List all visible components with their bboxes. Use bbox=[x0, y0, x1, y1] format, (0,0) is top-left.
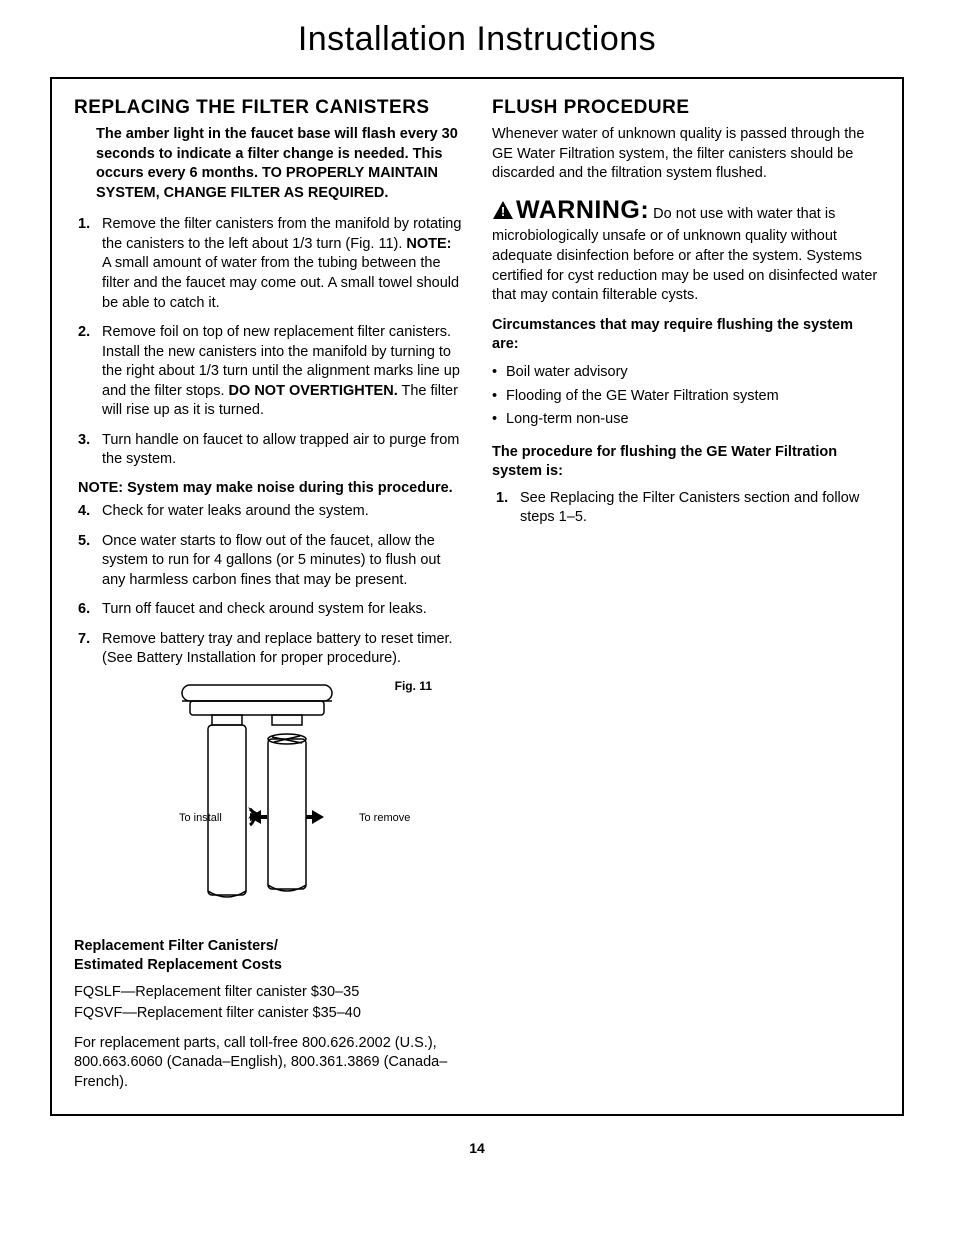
procedure-heading: The procedure for flushing the GE Water … bbox=[492, 443, 880, 481]
figure-label: Fig. 11 bbox=[395, 679, 432, 693]
left-column: REPLACING THE FILTER CANISTERS The amber… bbox=[74, 97, 462, 1092]
step-6: Turn off faucet and check around system … bbox=[74, 600, 462, 620]
replacement-line-2: FQSVF—Replacement filter canister $35–40 bbox=[74, 1004, 462, 1024]
step-7: Remove battery tray and replace battery … bbox=[74, 630, 462, 669]
proc-step-1: See Replacing the Filter Canisters secti… bbox=[492, 489, 880, 528]
replacement-heading: Replacement Filter Canisters/ Estimated … bbox=[74, 937, 462, 975]
step-1b: A small amount of water from the tubing … bbox=[102, 255, 459, 310]
step-3: Turn handle on faucet to allow trapped a… bbox=[74, 431, 462, 470]
replacement-contact: For replacement parts, call toll-free 80… bbox=[74, 1034, 462, 1093]
note-line: NOTE: System may make noise during this … bbox=[78, 480, 462, 496]
page-title: Installation Instructions bbox=[50, 20, 904, 59]
warning-block: ! WARNING: Do not use with water that is… bbox=[492, 194, 880, 306]
right-heading: FLUSH PROCEDURE bbox=[492, 97, 880, 119]
step-5: Once water starts to flow out of the fau… bbox=[74, 532, 462, 591]
circumstances-heading: Circumstances that may require flushing … bbox=[492, 316, 880, 354]
procedure-steps: See Replacing the Filter Canisters secti… bbox=[492, 489, 880, 528]
warning-icon: ! bbox=[492, 200, 514, 227]
figure-11: Fig. 11 To install To remove bbox=[74, 679, 462, 919]
content-box: REPLACING THE FILTER CANISTERS The amber… bbox=[50, 77, 904, 1116]
right-column: FLUSH PROCEDURE Whenever water of unknow… bbox=[492, 97, 880, 1092]
circumstances-list: Boil water advisory Flooding of the GE W… bbox=[492, 361, 880, 431]
step-1-note-label: NOTE: bbox=[406, 236, 451, 252]
steps-list-b: Check for water leaks around the system.… bbox=[74, 502, 462, 669]
figure-text-remove: To remove bbox=[359, 812, 410, 824]
warning-label: WARNING: bbox=[516, 196, 649, 224]
step-2-bold: DO NOT OVERTIGHTEN. bbox=[229, 383, 398, 399]
step-4: Check for water leaks around the system. bbox=[74, 502, 462, 522]
left-heading: REPLACING THE FILTER CANISTERS bbox=[74, 97, 462, 119]
steps-list-a: Remove the filter canisters from the man… bbox=[74, 215, 462, 470]
bullet-3: Long-term non-use bbox=[492, 408, 880, 431]
step-1: Remove the filter canisters from the man… bbox=[74, 215, 462, 313]
replacement-line-1: FQSLF—Replacement filter canister $30–35 bbox=[74, 983, 462, 1003]
bullet-2: Flooding of the GE Water Filtration syst… bbox=[492, 385, 880, 408]
right-intro: Whenever water of unknown quality is pas… bbox=[492, 125, 880, 184]
filter-canister-diagram bbox=[164, 679, 364, 919]
step-2: Remove foil on top of new replacement fi… bbox=[74, 323, 462, 421]
page: Installation Instructions REPLACING THE … bbox=[0, 0, 954, 1196]
bullet-1: Boil water advisory bbox=[492, 361, 880, 384]
page-number: 14 bbox=[50, 1140, 904, 1156]
svg-text:!: ! bbox=[501, 204, 505, 219]
left-intro: The amber light in the faucet base will … bbox=[96, 125, 462, 203]
